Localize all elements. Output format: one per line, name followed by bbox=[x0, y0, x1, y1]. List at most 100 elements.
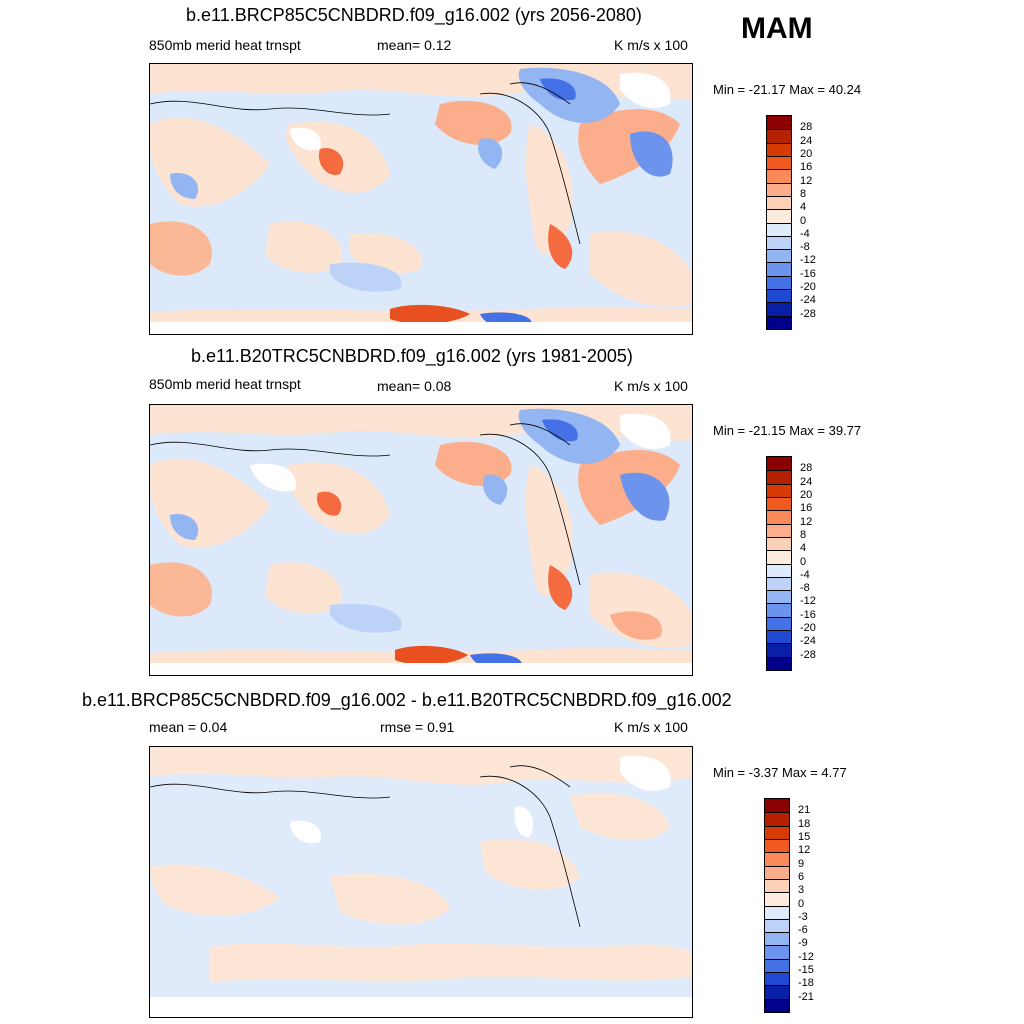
colorbar-tick-label: -20 bbox=[800, 622, 816, 635]
panel-3-map-field bbox=[150, 747, 692, 1017]
colorbar-tick-label: 28 bbox=[800, 121, 813, 134]
colorbar-swatch bbox=[767, 129, 791, 143]
panel-1-map bbox=[149, 63, 693, 335]
colorbar-swatch bbox=[767, 483, 791, 497]
colorbar-tick-label: 12 bbox=[800, 174, 813, 187]
colorbar-tick-label: -4 bbox=[800, 227, 810, 240]
panel-1-map-field bbox=[150, 64, 692, 334]
panel-3-rmse-label: rmse = 0.91 bbox=[380, 719, 455, 735]
colorbar-swatch bbox=[767, 182, 791, 196]
colorbar-swatch bbox=[767, 275, 791, 290]
panel-3-colorbar bbox=[764, 798, 790, 1013]
colorbar-tick-label: -15 bbox=[798, 964, 814, 977]
colorbar-swatch bbox=[767, 155, 791, 170]
colorbar-swatch bbox=[767, 616, 791, 631]
colorbar-swatch bbox=[767, 576, 791, 591]
colorbar-tick-label: 0 bbox=[798, 897, 805, 910]
colorbar-swatch bbox=[765, 799, 789, 813]
panel-3-minmax: Min = -3.37 Max = 4.77 bbox=[713, 765, 847, 780]
colorbar-swatch bbox=[765, 998, 789, 1012]
colorbar-tick-label: 18 bbox=[798, 817, 811, 830]
colorbar-tick-label: -9 bbox=[798, 937, 808, 950]
colorbar-swatch bbox=[767, 590, 791, 604]
colorbar-swatch bbox=[767, 262, 791, 276]
colorbar-tick-label: -4 bbox=[800, 568, 810, 581]
colorbar-swatch bbox=[767, 457, 791, 471]
colorbar-swatch bbox=[767, 550, 791, 564]
colorbar-swatch bbox=[765, 812, 789, 826]
colorbar-tick-label: 12 bbox=[798, 844, 811, 857]
colorbar-swatch bbox=[765, 865, 789, 879]
colorbar-swatch bbox=[767, 209, 791, 223]
colorbar-tick-label: 24 bbox=[800, 134, 813, 147]
colorbar-swatch bbox=[767, 249, 791, 263]
colorbar-tick-label: 16 bbox=[800, 161, 813, 174]
colorbar-swatch bbox=[767, 315, 791, 329]
colorbar-swatch bbox=[765, 958, 789, 973]
colorbar-swatch bbox=[767, 195, 791, 210]
panel-2-units-label: K m/s x 100 bbox=[614, 378, 688, 394]
colorbar-swatch bbox=[765, 932, 789, 946]
colorbar-swatch bbox=[767, 603, 791, 617]
colorbar-tick-label: -12 bbox=[798, 950, 814, 963]
colorbar-tick-label: -8 bbox=[800, 241, 810, 254]
colorbar-tick-label: 8 bbox=[800, 528, 807, 541]
colorbar-tick-label: -21 bbox=[798, 990, 814, 1003]
colorbar-swatch bbox=[767, 563, 791, 577]
colorbar-tick-label: 0 bbox=[800, 555, 807, 568]
colorbar-swatch bbox=[767, 523, 791, 537]
colorbar-swatch bbox=[767, 116, 791, 130]
colorbar-tick-label: -28 bbox=[800, 648, 816, 661]
colorbar-tick-label: 15 bbox=[798, 830, 811, 843]
colorbar-tick-label: -20 bbox=[800, 281, 816, 294]
colorbar-tick-label: 0 bbox=[800, 214, 807, 227]
colorbar-swatch bbox=[767, 510, 791, 524]
colorbar-tick-label: 28 bbox=[800, 462, 813, 475]
colorbar-swatch bbox=[765, 972, 789, 986]
colorbar-swatch bbox=[767, 470, 791, 484]
panel-2-variable-label: 850mb merid heat trnspt bbox=[149, 376, 301, 392]
colorbar-tick-label: 12 bbox=[800, 515, 813, 528]
panel-2-colorbar bbox=[766, 456, 792, 671]
colorbar-swatch bbox=[765, 878, 789, 893]
colorbar-swatch bbox=[765, 918, 789, 933]
colorbar-tick-label: -16 bbox=[800, 267, 816, 280]
colorbar-swatch bbox=[765, 838, 789, 853]
colorbar-tick-label: -18 bbox=[798, 977, 814, 990]
colorbar-swatch bbox=[765, 852, 789, 866]
colorbar-tick-label: 4 bbox=[800, 201, 807, 214]
season-label: MAM bbox=[741, 12, 813, 45]
colorbar-swatch bbox=[767, 656, 791, 670]
colorbar-tick-label: -8 bbox=[800, 582, 810, 595]
colorbar-tick-label: 8 bbox=[800, 187, 807, 200]
panel-1-mean-label: mean= 0.12 bbox=[377, 37, 452, 53]
colorbar-swatch bbox=[765, 905, 789, 919]
colorbar-swatch bbox=[767, 289, 791, 303]
colorbar-swatch bbox=[765, 892, 789, 906]
panel-2-map-field bbox=[150, 405, 692, 675]
colorbar-swatch bbox=[765, 945, 789, 959]
colorbar-tick-label: 20 bbox=[800, 147, 813, 160]
panel-1-units-label: K m/s x 100 bbox=[614, 37, 688, 53]
colorbar-tick-label: -12 bbox=[800, 595, 816, 608]
colorbar-swatch bbox=[767, 302, 791, 316]
colorbar-swatch bbox=[767, 496, 791, 511]
panel-1-title: b.e11.BRCP85C5CNBDRD.f09_g16.002 (yrs 20… bbox=[186, 5, 642, 25]
colorbar-tick-label: -24 bbox=[800, 635, 816, 648]
colorbar-swatch bbox=[765, 985, 789, 999]
colorbar-tick-label: -24 bbox=[800, 294, 816, 307]
panel-3-mean-label: mean = 0.04 bbox=[149, 719, 228, 735]
colorbar-tick-label: -12 bbox=[800, 254, 816, 267]
colorbar-tick-label: 21 bbox=[798, 804, 811, 817]
colorbar-swatch bbox=[767, 142, 791, 156]
panel-1-minmax: Min = -21.17 Max = 40.24 bbox=[713, 82, 862, 97]
panel-1-colorbar bbox=[766, 115, 792, 330]
panel-2-minmax: Min = -21.15 Max = 39.77 bbox=[713, 423, 862, 438]
colorbar-swatch bbox=[765, 825, 789, 839]
colorbar-tick-label: 6 bbox=[798, 870, 805, 883]
colorbar-swatch bbox=[767, 643, 791, 657]
colorbar-tick-label: -3 bbox=[798, 910, 808, 923]
colorbar-tick-label: -28 bbox=[800, 307, 816, 320]
colorbar-tick-label: 4 bbox=[800, 542, 807, 555]
panel-2-map bbox=[149, 404, 693, 676]
